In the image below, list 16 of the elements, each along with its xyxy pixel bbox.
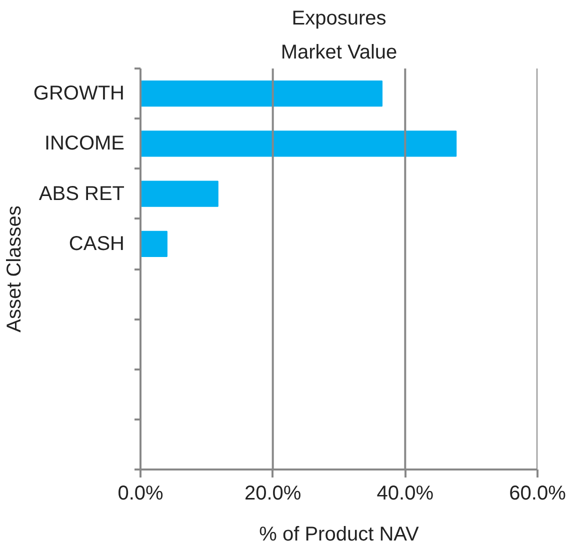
x-tick-label: 0.0% — [118, 482, 164, 504]
y-tick-label: INCOME — [44, 132, 124, 155]
bar — [140, 180, 218, 207]
x-tick-label: 60.0% — [509, 482, 566, 504]
x-tick-label: 20.0% — [244, 482, 302, 504]
bar — [140, 230, 168, 257]
x-tick-label: 40.0% — [376, 482, 434, 504]
chart-subtitle: Market Value — [280, 42, 398, 64]
y-tick-label: ABS RET — [38, 182, 124, 205]
bar — [140, 130, 457, 157]
y-tick-label: GROWTH — [33, 82, 124, 105]
y-axis-title: Asset Classes — [3, 206, 26, 332]
y-tick-label: CASH — [68, 232, 125, 255]
chart-title: Exposures — [292, 8, 386, 30]
bar — [140, 80, 383, 107]
x-axis-title: % of Product NAV — [259, 524, 420, 546]
